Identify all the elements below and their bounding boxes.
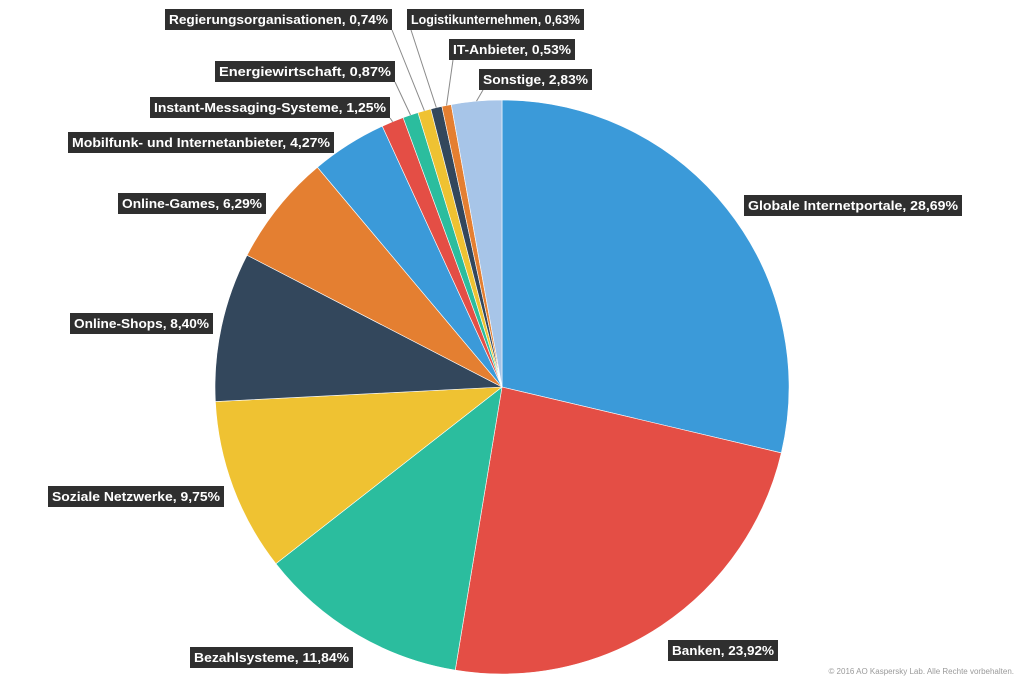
slice-label: IT-Anbieter, 0,53% (449, 39, 575, 60)
label-box (668, 640, 778, 661)
label-box (449, 39, 575, 60)
label-box (118, 193, 266, 214)
label-box (190, 647, 353, 668)
slice-label-text: Regierungsorganisationen, 0,74% (169, 12, 388, 27)
slice-label: Banken, 23,92% (668, 640, 778, 661)
slice-label: Regierungsorganisationen, 0,74% (165, 9, 392, 30)
label-box (48, 486, 224, 507)
label-box (68, 132, 334, 153)
slice-label-text: Globale Internetportale, 28,69% (748, 198, 958, 213)
leader-line (410, 29, 437, 108)
slice-label-text: Logistikunternehmen, 0,63% (411, 12, 580, 27)
leader-line (389, 117, 394, 122)
slice-label-text: Bezahlsysteme, 11,84% (194, 650, 349, 665)
slice-label: Soziale Netzwerke, 9,75% (48, 486, 224, 507)
leader-lines (389, 29, 484, 122)
slice-label-text: IT-Anbieter, 0,53% (453, 42, 571, 57)
slice-label: Mobilfunk- und Internetanbieter, 4,27% (68, 132, 334, 153)
slice-labels: Globale Internetportale, 28,69% Banken, 2… (48, 9, 962, 668)
pie-slice-online-shops (214, 254, 504, 402)
pie-slice-online-games (246, 166, 503, 388)
slice-label: Logistikunternehmen, 0,63% (407, 9, 584, 30)
slice-label: Sonstige, 2,83% (479, 69, 592, 90)
pie-slice-banken (454, 386, 782, 675)
slice-label-text: Energiewirtschaft, 0,87% (219, 64, 391, 79)
slice-label-text: Banken, 23,92% (672, 643, 774, 658)
slice-label-text: Online-Games, 6,29% (122, 196, 262, 211)
slice-label-text: Online-Shops, 8,40% (74, 316, 209, 331)
label-box (744, 195, 962, 216)
leader-line (446, 59, 454, 106)
slice-label: Energiewirtschaft, 0,87% (215, 61, 395, 82)
slice-label-text: Sonstige, 2,83% (483, 72, 588, 87)
pie-slice-bezahlsysteme (275, 386, 503, 671)
label-box (165, 9, 392, 30)
leader-line (476, 89, 484, 102)
slice-label: Instant-Messaging-Systeme, 1,25% (150, 97, 390, 118)
copyright-notice: © 2016 AO Kaspersky Lab. Alle Rechte vor… (828, 667, 1014, 676)
slice-label-text: Instant-Messaging-Systeme, 1,25% (154, 100, 386, 115)
slice-label: Bezahlsysteme, 11,84% (190, 647, 353, 668)
label-box (407, 9, 584, 30)
label-box (215, 61, 395, 82)
pie-slice-globale-internetportale (501, 99, 790, 454)
pie-slices (214, 99, 790, 675)
leader-line (391, 29, 425, 111)
pie-slice-sonstige (450, 99, 503, 388)
slice-label: Online-Shops, 8,40% (70, 313, 213, 334)
slice-label: Online-Games, 6,29% (118, 193, 266, 214)
label-box (479, 69, 592, 90)
label-box (150, 97, 390, 118)
leader-line (394, 81, 411, 116)
slice-label-text: Soziale Netzwerke, 9,75% (52, 489, 220, 504)
slice-label: Globale Internetportale, 28,69% (744, 195, 962, 216)
pie-slice-soziale-netzwerke (215, 386, 503, 565)
slice-label-text: Mobilfunk- und Internetanbieter, 4,27% (72, 135, 330, 150)
label-box (70, 313, 213, 334)
